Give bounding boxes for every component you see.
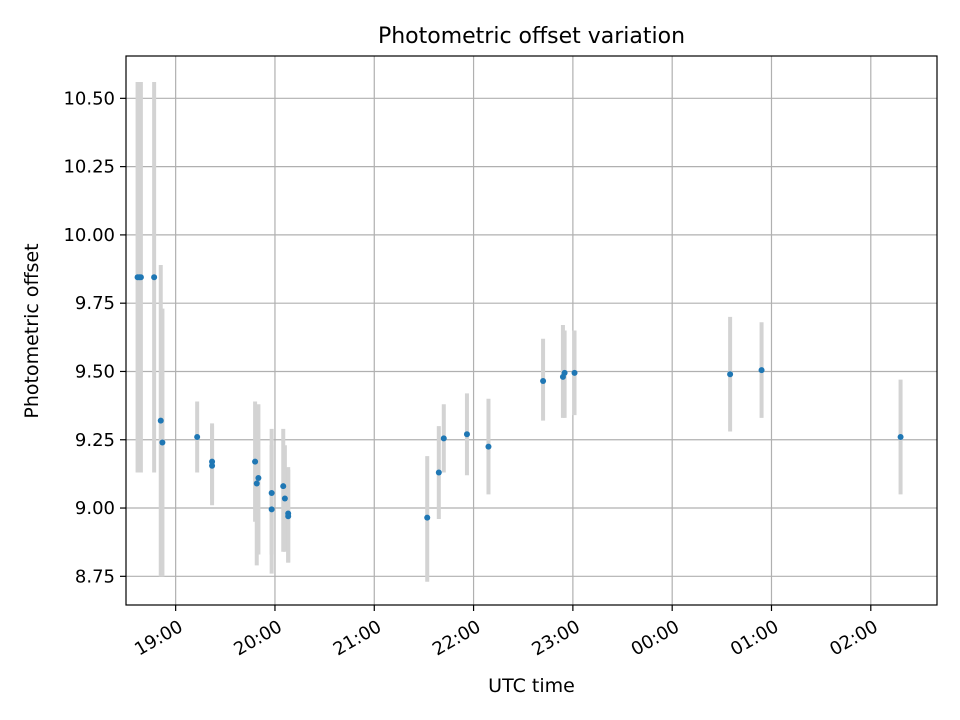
y-tick-label: 9.00 bbox=[75, 498, 115, 519]
data-point bbox=[897, 434, 904, 441]
y-tick-label: 9.50 bbox=[75, 361, 115, 382]
data-point bbox=[281, 495, 288, 502]
y-tick-label: 10.50 bbox=[63, 88, 115, 109]
data-point bbox=[485, 443, 492, 450]
y-tick-label: 9.25 bbox=[75, 430, 115, 451]
data-point bbox=[424, 514, 431, 521]
data-point bbox=[758, 367, 765, 374]
data-point bbox=[540, 378, 547, 385]
data-point bbox=[561, 369, 568, 376]
y-axis-label: Photometric offset bbox=[21, 243, 43, 418]
data-points bbox=[134, 274, 904, 521]
data-point bbox=[571, 369, 578, 376]
data-point bbox=[280, 483, 287, 490]
data-point bbox=[151, 274, 158, 281]
data-point bbox=[463, 431, 470, 438]
data-point bbox=[159, 439, 166, 446]
data-point bbox=[285, 513, 292, 520]
y-tick-label: 10.25 bbox=[63, 157, 115, 178]
x-axis-label: UTC time bbox=[488, 675, 575, 697]
data-point bbox=[194, 434, 201, 441]
data-point bbox=[440, 435, 447, 442]
data-point bbox=[435, 469, 442, 476]
y-tick-label: 9.75 bbox=[75, 293, 115, 314]
plot-area-frame bbox=[125, 55, 938, 606]
y-tick-label: 10.00 bbox=[63, 225, 115, 246]
y-axis-ticks: 8.75 9.00 9.25 9.50 9.75 10.00 10.25 10.50 bbox=[63, 88, 126, 587]
data-point bbox=[209, 462, 216, 469]
y-tick-label: 8.75 bbox=[75, 566, 115, 587]
data-point bbox=[255, 474, 262, 481]
data-point bbox=[727, 371, 734, 378]
data-point bbox=[268, 506, 275, 513]
data-point bbox=[157, 417, 164, 424]
data-point bbox=[252, 458, 259, 465]
data-point bbox=[137, 274, 144, 281]
data-point bbox=[253, 480, 260, 487]
data-point bbox=[268, 490, 275, 497]
chart-title: Photometric offset variation bbox=[378, 24, 685, 49]
